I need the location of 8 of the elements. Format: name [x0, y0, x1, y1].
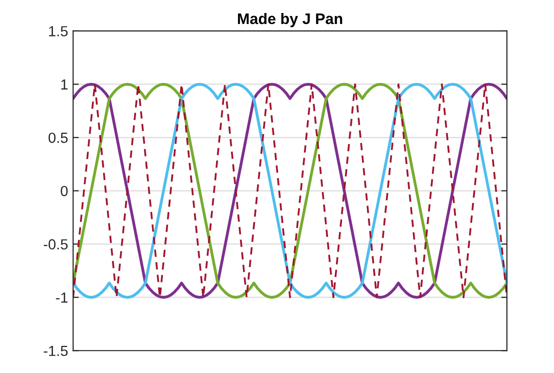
y-tick-label: -1.5 [44, 346, 68, 356]
y-tick-label: 1.5 [49, 26, 68, 36]
y-tick-label: -0.5 [44, 239, 68, 250]
y-tick-label: 0 [60, 186, 68, 196]
y-tick-label: 0.5 [48, 132, 68, 143]
y-tick-label: -1 [56, 292, 68, 303]
y-tick-label: 1 [61, 79, 68, 90]
chart-title: Made by J Pan [238, 12, 342, 28]
